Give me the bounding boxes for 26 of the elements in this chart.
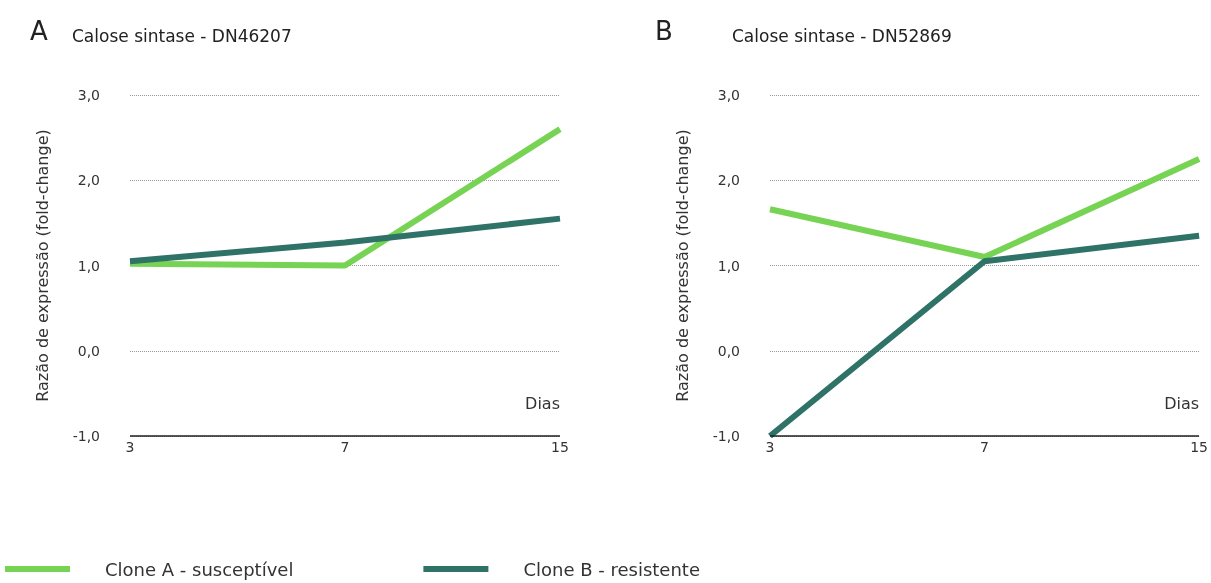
- y-axis-title: Razão de expressão (fold-change): [32, 129, 52, 402]
- y-tick-label: 1,0: [717, 257, 740, 274]
- legend-label: Clone B - resistente: [523, 558, 700, 580]
- y-tick-label: -1,0: [72, 428, 100, 444]
- chart-title: Calose sintase - DN46207: [72, 25, 292, 46]
- y-tick-label: 0,0: [77, 342, 100, 359]
- text: B: [655, 16, 673, 46]
- x-tick-label: 7: [340, 439, 350, 455]
- x-axis-title: Dias: [1164, 394, 1200, 414]
- y-tick-label: 2,0: [717, 172, 740, 189]
- legend-label: Clone A - susceptível: [105, 558, 294, 580]
- text: A: [30, 16, 48, 46]
- x-tick-label: 15: [551, 439, 569, 455]
- y-tick-label: 3,0: [77, 87, 100, 103]
- x-tick-label: 15: [1190, 439, 1209, 455]
- y-tick-label: 0,0: [717, 342, 740, 359]
- chart-title: Calose sintase - DN52869: [732, 25, 952, 46]
- y-tick-label: 2,0: [77, 172, 100, 189]
- y-axis-title: Razão de expressão (fold-change): [672, 129, 692, 402]
- y-tick-label: -1,0: [712, 428, 740, 444]
- x-tick-label: 7: [980, 439, 990, 455]
- y-tick-label: 3,0: [717, 87, 740, 103]
- x-tick-label: 3: [125, 439, 135, 455]
- x-axis-title: Dias: [525, 394, 560, 414]
- y-tick-label: 1,0: [77, 257, 100, 274]
- x-tick-label: 3: [765, 439, 775, 455]
